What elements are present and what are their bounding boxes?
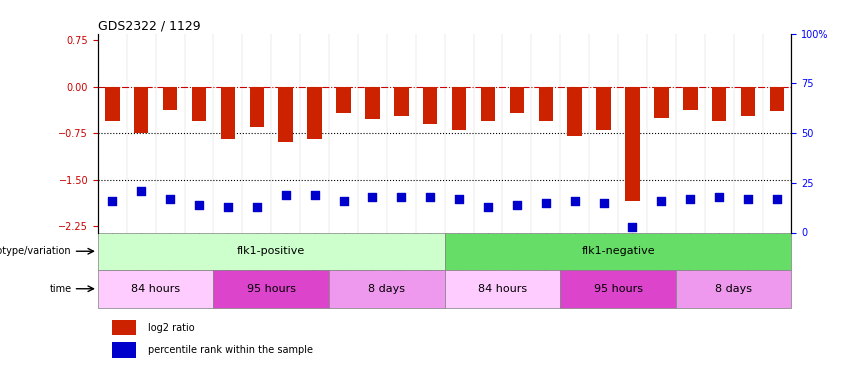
Bar <box>329 270 444 308</box>
Text: 8 days: 8 days <box>715 284 752 294</box>
Bar <box>220 87 235 140</box>
Bar <box>625 87 640 201</box>
Point <box>106 198 119 204</box>
Text: flk1-negative: flk1-negative <box>581 246 655 256</box>
Bar <box>770 87 785 111</box>
Bar <box>365 87 380 119</box>
Bar <box>105 87 119 121</box>
Bar <box>539 87 553 121</box>
Text: genotype/variation: genotype/variation <box>0 246 71 256</box>
Bar <box>560 270 676 308</box>
Text: 95 hours: 95 hours <box>593 284 643 294</box>
Bar <box>394 87 408 116</box>
Bar <box>278 87 293 142</box>
Bar <box>423 87 437 124</box>
Point <box>134 188 148 194</box>
Bar <box>336 87 351 112</box>
Bar <box>444 232 791 270</box>
Bar <box>683 87 698 110</box>
Point <box>481 204 494 210</box>
Point <box>279 192 293 198</box>
Bar <box>249 87 264 127</box>
Text: 8 days: 8 days <box>368 284 405 294</box>
Bar <box>191 87 206 121</box>
Point <box>452 196 465 202</box>
Text: GDS2322 / 1129: GDS2322 / 1129 <box>98 20 201 33</box>
Point <box>539 200 552 206</box>
Bar <box>712 87 727 121</box>
Point <box>683 196 697 202</box>
Bar <box>452 87 466 130</box>
Bar <box>676 270 791 308</box>
Point <box>770 196 784 202</box>
Point <box>625 224 639 230</box>
Bar <box>98 270 214 308</box>
Point <box>366 194 380 200</box>
Bar <box>111 342 136 358</box>
Bar <box>654 87 669 118</box>
Bar <box>98 232 444 270</box>
Text: time: time <box>49 284 71 294</box>
Bar <box>741 87 756 116</box>
Point <box>395 194 408 200</box>
Point <box>741 196 755 202</box>
Point <box>510 202 523 208</box>
Point <box>712 194 726 200</box>
Bar <box>163 87 177 110</box>
Point <box>308 192 322 198</box>
Bar <box>597 87 611 130</box>
Text: flk1-positive: flk1-positive <box>237 246 306 256</box>
Text: 84 hours: 84 hours <box>131 284 180 294</box>
Point <box>654 198 668 204</box>
Text: percentile rank within the sample: percentile rank within the sample <box>148 345 313 355</box>
Point <box>221 204 235 210</box>
Bar <box>111 320 136 335</box>
Text: log2 ratio: log2 ratio <box>148 322 195 333</box>
Bar <box>481 87 495 121</box>
Bar <box>214 270 329 308</box>
Point <box>424 194 437 200</box>
Point <box>568 198 581 204</box>
Bar <box>307 87 322 140</box>
Bar <box>510 87 524 112</box>
Bar <box>444 270 560 308</box>
Point <box>192 202 206 208</box>
Point <box>163 196 177 202</box>
Point <box>597 200 610 206</box>
Bar <box>134 87 148 133</box>
Point <box>250 204 264 210</box>
Bar <box>568 87 582 136</box>
Point <box>337 198 351 204</box>
Text: 84 hours: 84 hours <box>478 284 527 294</box>
Text: 95 hours: 95 hours <box>247 284 296 294</box>
